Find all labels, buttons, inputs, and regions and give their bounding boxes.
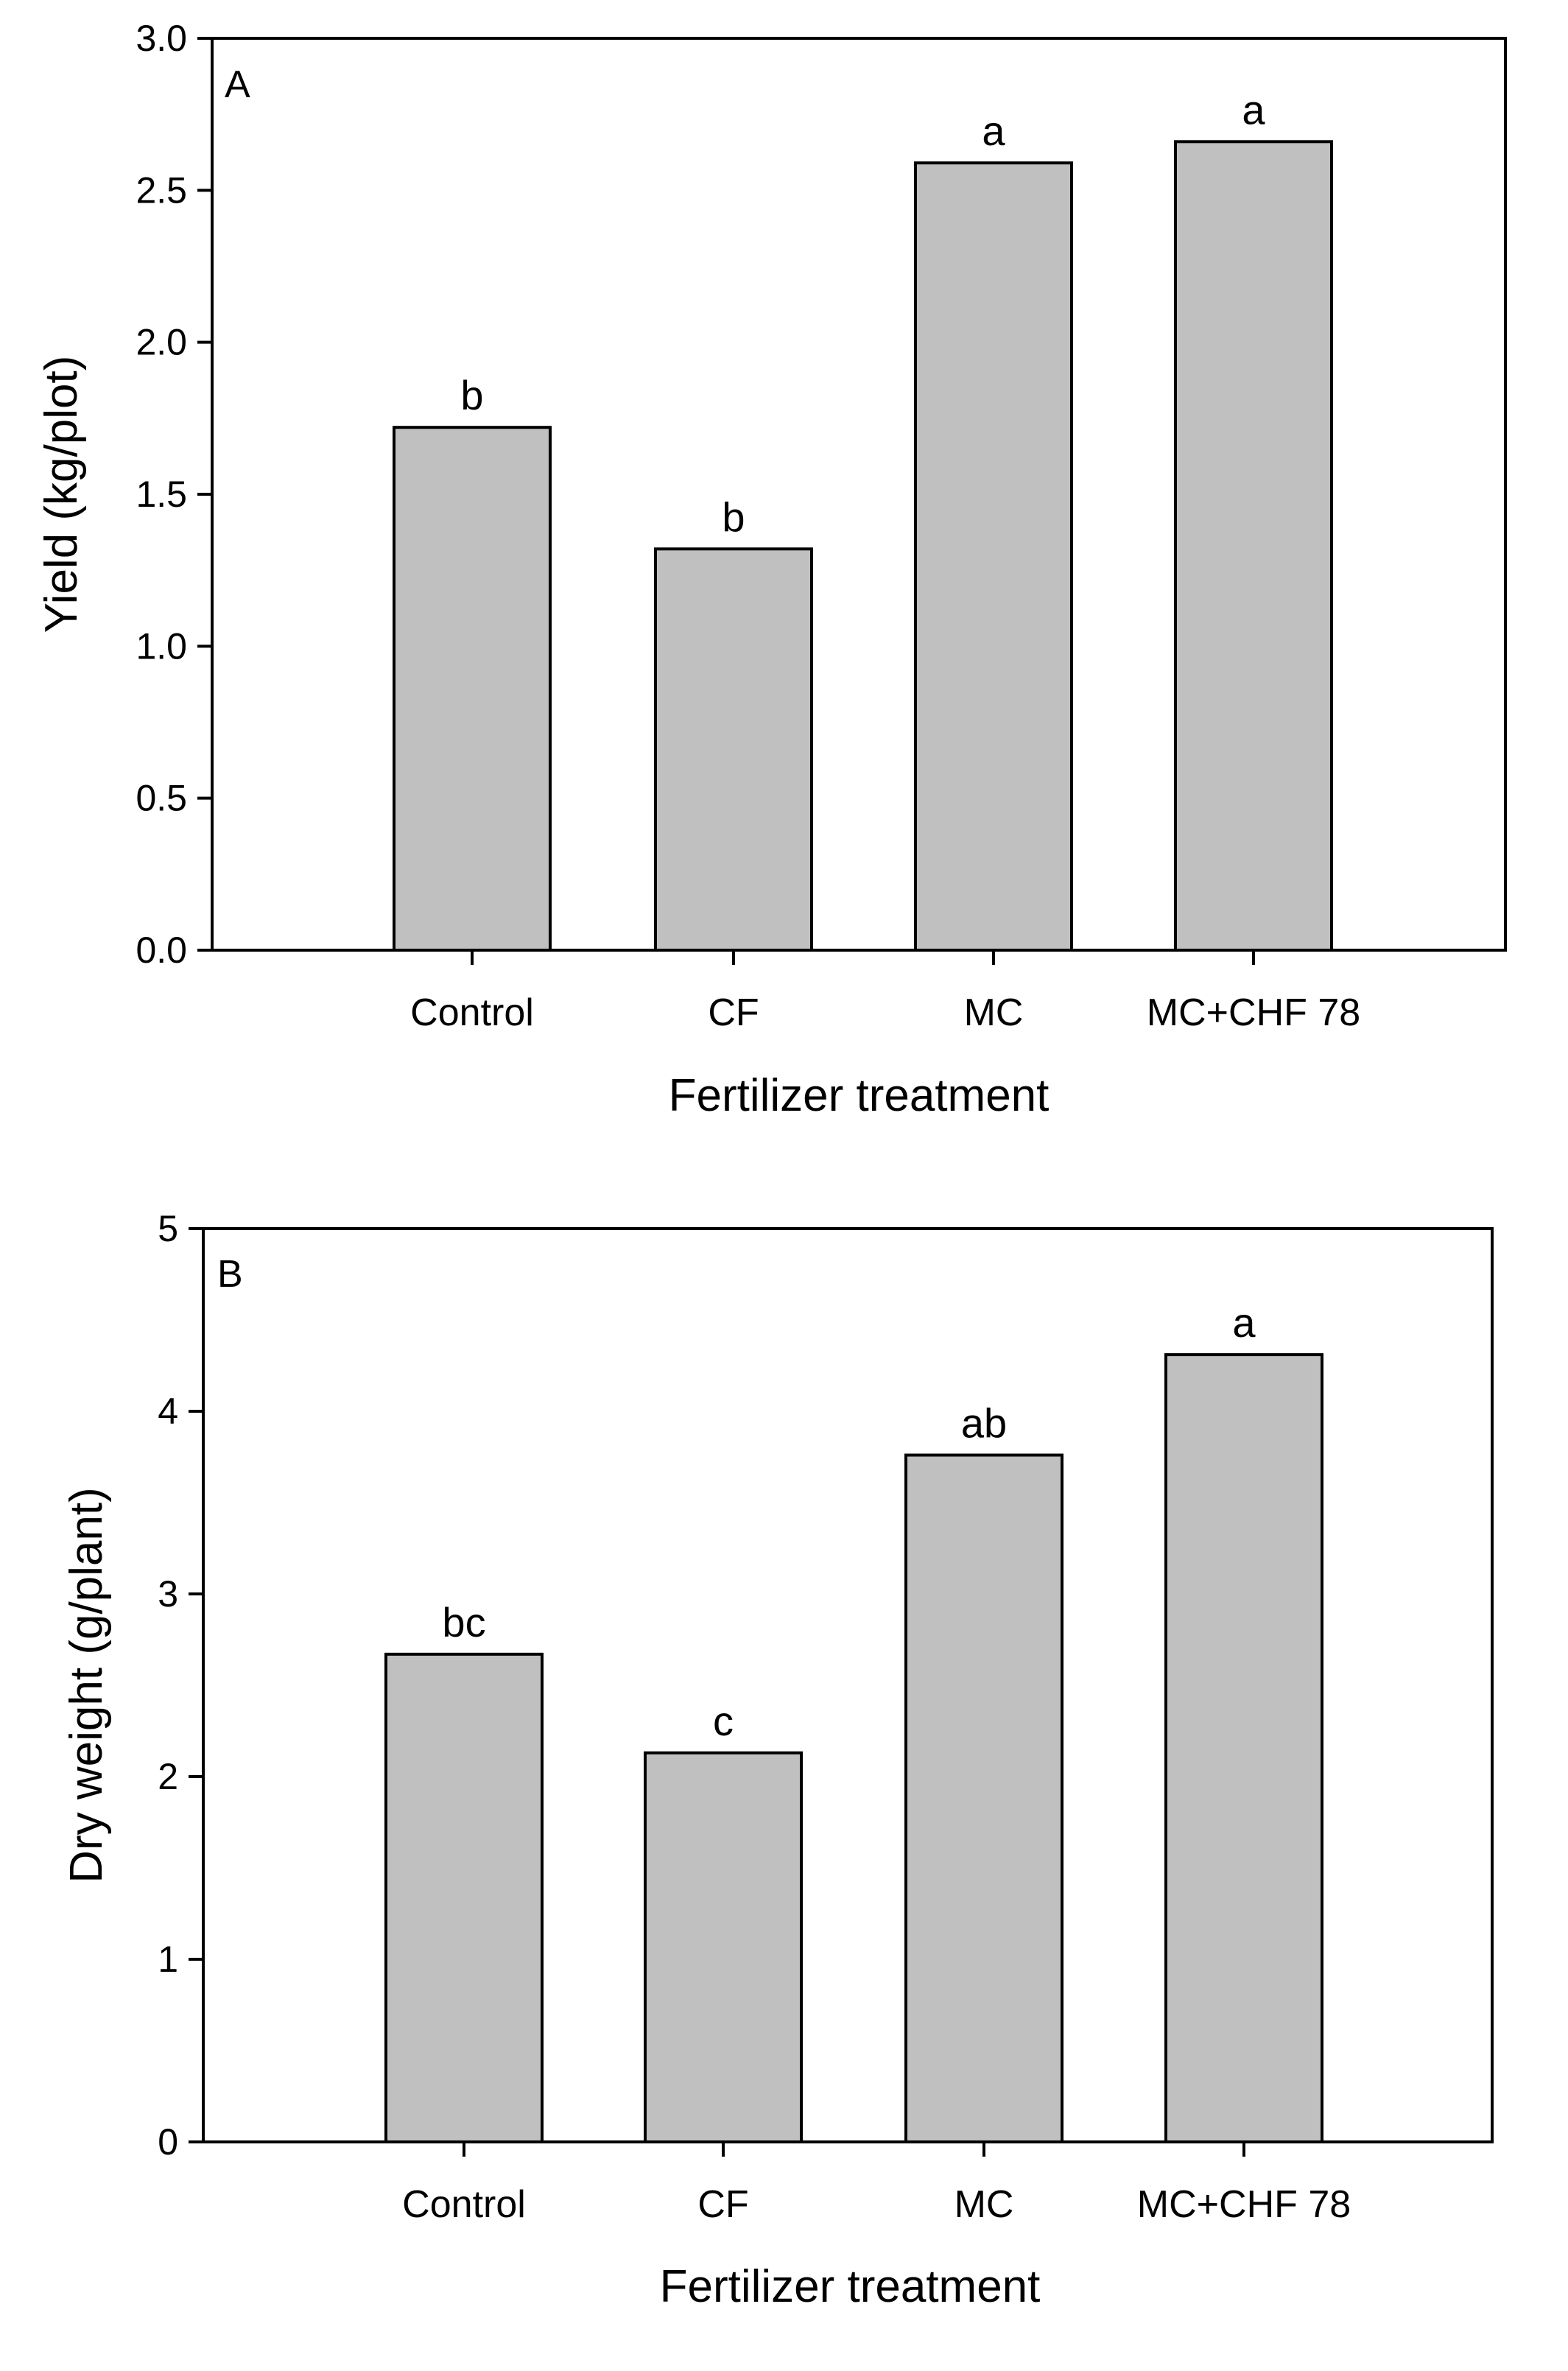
x-tick-label: MC+CHF 78 (1147, 991, 1360, 1034)
x-tick-label: MC (964, 991, 1024, 1034)
bars-a: Control b CF b MC a MC+CHF 78 a (393, 86, 1360, 1034)
y-tick-label: 0 (158, 2121, 178, 2163)
significance-label: a (982, 108, 1005, 154)
x-tick-label: CF (708, 991, 759, 1034)
significance-label: c (713, 1698, 734, 1744)
y-axis-title-b: Dry weight (g/plant) (61, 1487, 112, 1883)
x-tick-label: CF (697, 2183, 748, 2226)
chart-panel-b: 0 1 2 3 4 5 Control bc CF c MC ab MC+CHF 78 a B Fert… (61, 1208, 1494, 2312)
x-tick-label: MC+CHF 78 (1137, 2183, 1351, 2226)
y-tick-label: 2.0 (136, 322, 187, 363)
y-tick-label: 0.5 (136, 778, 187, 819)
y-tick-label: 0.0 (136, 930, 187, 971)
bar-cf (644, 1751, 803, 2143)
significance-label: bc (442, 1599, 485, 1645)
bar-control (384, 1652, 544, 2144)
bar-mc-chf-78 (1174, 140, 1333, 952)
bar-mc (904, 1453, 1064, 2143)
x-axis-title-b: Fertilizer treatment (660, 2261, 1041, 2312)
y-tick-label: 2 (158, 1756, 178, 1797)
y-tick-label: 5 (158, 1208, 178, 1249)
significance-label: a (1242, 86, 1265, 133)
y-tick-label: 1.0 (136, 625, 187, 667)
y-tick-label: 3.0 (136, 18, 187, 59)
y-tick-label: 2.5 (136, 169, 187, 211)
significance-label: ab (961, 1400, 1007, 1447)
bar-mc (914, 161, 1073, 952)
significance-label: b (460, 372, 483, 418)
panel-label-a: A (225, 63, 250, 106)
y-tick-label: 1 (158, 1939, 178, 1980)
y-tick-label: 4 (158, 1391, 178, 1432)
y-axis-title-a: Yield (kg/plot) (36, 356, 87, 633)
bar-mc-chf-78 (1164, 1353, 1323, 2143)
x-tick-label: Control (410, 991, 534, 1034)
significance-label: b (722, 493, 745, 540)
panel-label-b: B (217, 1253, 243, 1296)
y-tick-label: 1.5 (136, 474, 187, 515)
chart-panel-a: 0.0 0.5 1.0 1.5 2.0 2.5 3.0 Control b CF b MC a MC+C… (36, 18, 1507, 1121)
y-tick-label: 3 (158, 1573, 178, 1615)
y-ticks-a: 0.0 0.5 1.0 1.5 2.0 2.5 3.0 (136, 18, 212, 971)
x-tick-label: Control (402, 2183, 526, 2226)
bar-control (393, 426, 552, 952)
bars-b: Control bc CF c MC ab MC+CHF 78 a (384, 1299, 1351, 2226)
y-ticks-b: 0 1 2 3 4 5 (158, 1208, 203, 2163)
bar-cf (654, 547, 813, 952)
x-tick-label: MC (954, 2183, 1014, 2226)
x-axis-title-a: Fertilizer treatment (669, 1070, 1050, 1121)
significance-label: a (1232, 1299, 1256, 1346)
